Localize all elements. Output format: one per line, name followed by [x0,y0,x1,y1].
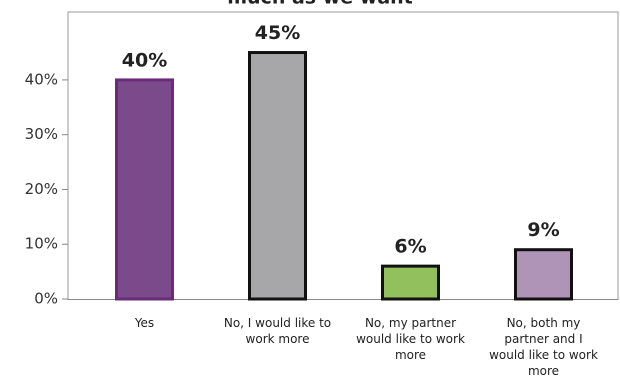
x-tick-label: Yes [134,316,154,330]
x-tick-label-line: more [528,364,559,378]
y-tick-label: 0% [34,290,58,308]
x-tick-label-line: would like to work [356,332,465,346]
value-label: 6% [394,236,426,258]
y-tick-label: 40% [25,70,58,88]
value-label: 40% [122,49,167,71]
chart-title: much as we want [227,0,413,9]
bar [514,248,573,301]
value-label: 45% [255,22,300,44]
bar [381,264,440,301]
y-tick-label: 10% [25,235,58,253]
x-tick-label-line: Yes [134,316,154,330]
x-tick-label-line: partner and I [504,332,582,346]
value-label: 9% [527,219,559,241]
y-tick-label: 20% [25,180,58,198]
plot-frame [67,11,619,300]
bar [248,51,307,301]
x-tick-label-line: more [395,348,426,362]
x-tick-label-line: would like to work [489,348,598,362]
x-tick-label-line: No, my partner [365,316,456,330]
x-tick-label: No, I would like to work more [224,316,331,346]
x-tick-label: No, both my partner and I would like to wo… [489,316,598,378]
x-tick-label-line: No, I would like to [224,316,331,330]
x-tick-label-line: No, both my [507,316,581,330]
bar [115,78,174,301]
x-tick-label-line: work more [246,332,310,346]
y-tick-label: 30% [25,125,58,143]
x-tick-label: No, my partner would like to work more [356,316,465,362]
